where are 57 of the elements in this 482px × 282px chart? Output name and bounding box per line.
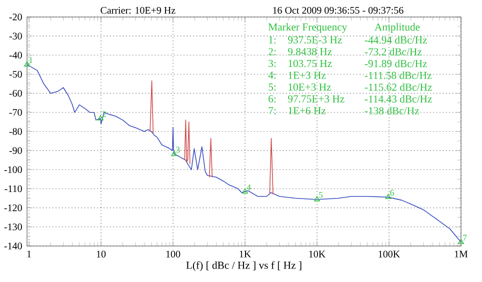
- chart-title: Carrier: 10E+9 Hz: [100, 6, 176, 14]
- annotation: 7: [463, 234, 467, 241]
- annotation: 2:: [268, 48, 276, 56]
- point: [98, 115, 104, 120]
- x-tick-label: 10K: [309, 250, 326, 258]
- annotation: 937.5E-3 Hz: [288, 36, 342, 44]
- annotation: 10E+3 Hz: [288, 83, 331, 91]
- annotation: -73.2 dBc/Hz: [364, 48, 422, 56]
- annotation: 6: [390, 190, 394, 196]
- annotation: 1E+6 Hz: [288, 107, 326, 114]
- point: [458, 238, 464, 244]
- x-tick-label: 1: [27, 250, 31, 258]
- annotation: -138 dBc/Hz: [364, 106, 419, 114]
- x-tick-label: 1K: [240, 250, 252, 258]
- y-tick-label: -40: [9, 52, 22, 59]
- annotation: -114.43 dBc/Hz: [364, 95, 432, 103]
- y-tick-label: -130: [4, 224, 22, 230]
- y-tick-label: -110: [4, 185, 22, 192]
- y-tick-label: -90: [9, 147, 22, 154]
- y-tick-label: -20: [9, 14, 22, 20]
- y-tick-label: -50: [9, 70, 22, 78]
- chart-subtitle: 16 Oct 2009 09:36:55 - 09:37:56: [273, 6, 404, 14]
- x-tick-label: 100K: [378, 250, 400, 258]
- annotation: 5: [319, 192, 323, 198]
- y-tick-label: -100: [4, 166, 22, 174]
- x-tick-label: 1M: [454, 250, 468, 258]
- annotation: 1: [29, 57, 32, 63]
- y-tick-label: -70: [9, 109, 22, 116]
- annotation: -91.89 dBc/Hz: [364, 60, 427, 68]
- point: [24, 61, 30, 66]
- y-tick-label: -60: [9, 90, 22, 97]
- annotation: 4:: [268, 72, 276, 79]
- point: [385, 194, 392, 200]
- annotation: Marker Frequency: [268, 23, 348, 33]
- y-tick-label: -140: [4, 242, 22, 250]
- annotation: 5:: [268, 84, 276, 91]
- point: [314, 196, 320, 202]
- annotation: -111.58 dBc/Hz: [364, 72, 432, 80]
- annotation: 7:: [268, 107, 276, 114]
- annotation: 3:: [268, 60, 276, 68]
- annotation: 97.75E+3 Hz: [288, 95, 344, 102]
- annotation: 4: [246, 184, 251, 190]
- y-tick-label: -30: [9, 32, 22, 40]
- y-tick-label: -120: [4, 204, 22, 212]
- annotation: 6:: [268, 95, 276, 102]
- annotation: 103.75 Hz: [288, 60, 332, 68]
- annotation: -44.94 dBc/Hz: [364, 36, 427, 44]
- x-tick-label: 100: [166, 250, 180, 258]
- annotation: 1E+3 Hz: [288, 72, 326, 79]
- y-tick-label: -80: [9, 128, 22, 135]
- annotation: 3: [176, 146, 180, 153]
- x-tick-label: 10: [96, 250, 106, 258]
- annotation: -115.62 dBc/Hz: [364, 83, 432, 91]
- annotation: Amplitude: [374, 23, 420, 33]
- annotation: 1:: [269, 36, 276, 44]
- annotation: 9.8438 Hz: [288, 48, 332, 56]
- x-axis-title: L(f) [ dBc / Hz ] vs f [ Hz ]: [186, 261, 302, 272]
